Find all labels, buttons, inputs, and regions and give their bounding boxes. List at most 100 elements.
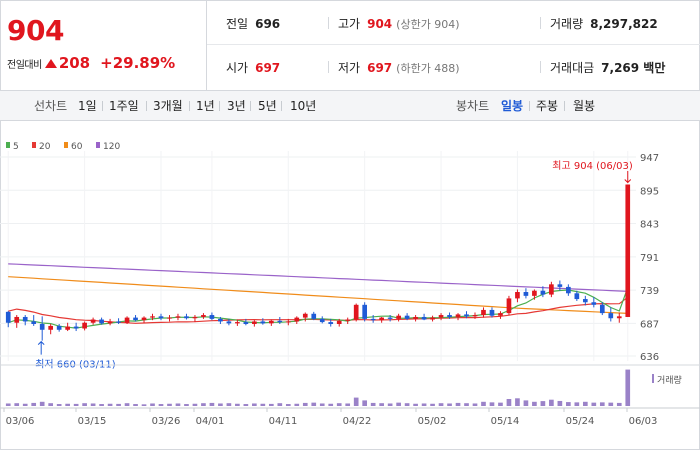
candle-body: [481, 309, 486, 316]
candle-body: [447, 315, 452, 317]
stock-chart[interactable]: 5 20 60 120 947 895 843 791 739 687 636 최고 904 (06/…: [0, 121, 700, 450]
candle-body: [438, 315, 444, 318]
chart-toolbar: 선차트 1일 1주일 3개월 1년 3년 5년 10년 봉차트 일봉 주봉 월봉: [0, 91, 700, 121]
volume-bar: [209, 402, 215, 406]
x-tick-label: 05/24: [566, 416, 595, 427]
candle-body: [413, 316, 418, 319]
candle-body: [472, 315, 478, 317]
candle-body: [252, 321, 257, 325]
volume-bar: [158, 404, 164, 406]
candle-body: [523, 292, 529, 296]
candle-body: [226, 321, 232, 324]
candle-body: [48, 325, 54, 330]
volume-bar: [235, 403, 240, 406]
legend-swatch: [6, 142, 10, 148]
divider: [102, 101, 103, 111]
candle-body: [294, 317, 300, 322]
volume-bar: [387, 403, 393, 406]
candle-body: [616, 316, 622, 319]
change-row: 전일대비 208 +29.89%: [7, 54, 175, 72]
candle-body: [243, 322, 249, 325]
volume-bar: [56, 404, 62, 406]
low-price: 저가 697 (하한가 488): [338, 59, 460, 76]
weekly-candle-button[interactable]: 주봉: [536, 99, 559, 113]
volume-bar: [22, 403, 28, 406]
candle-body: [184, 316, 189, 319]
period-1d-button[interactable]: 1일: [78, 99, 97, 113]
candlestick-chart-svg: 5 20 60 120 947 895 843 791 739 687 636 최고 904 (06/…: [0, 142, 700, 427]
ma60-line: [8, 276, 628, 314]
legend-swatch: [96, 142, 100, 148]
volume-bar: [48, 403, 54, 406]
volume-bar: [421, 403, 427, 406]
candle-body: [353, 304, 359, 320]
period-3m-button[interactable]: 3개월: [153, 99, 183, 113]
candle-body: [39, 324, 45, 330]
volume-bar: [243, 404, 249, 406]
volume-bar: [116, 403, 121, 406]
divider: [328, 17, 329, 29]
candle-body: [56, 325, 62, 330]
volume-bar: [328, 403, 334, 406]
period-10y-button[interactable]: 10년: [290, 99, 317, 113]
candle-body: [319, 318, 325, 323]
legend-swatch: [32, 142, 36, 148]
candle-body: [591, 302, 597, 305]
volume-bar: [65, 403, 70, 406]
candle-body: [277, 320, 283, 323]
period-5y-button[interactable]: 5년: [258, 99, 277, 113]
candle-body: [107, 321, 113, 324]
candle-body: [285, 321, 291, 323]
volume-bar: [472, 403, 478, 406]
y-tick-label: 739: [640, 286, 659, 297]
period-3y-button[interactable]: 3년: [227, 99, 246, 113]
x-tick-label: 04/11: [269, 416, 298, 427]
candle-body: [268, 320, 274, 324]
volume-bar: [616, 402, 622, 406]
volume-bar: [557, 400, 563, 406]
monthly-candle-button[interactable]: 월봉: [573, 99, 596, 113]
volume-bar: [277, 403, 283, 406]
candle-chart-label: 봉차트: [456, 99, 490, 113]
volume-bar: [107, 403, 113, 406]
low-label: 저가: [338, 61, 361, 75]
low-arrow-icon: [37, 340, 45, 355]
candle-body: [582, 299, 588, 303]
x-tick-label: 03/06: [6, 416, 35, 427]
volume-bar: [218, 403, 223, 406]
candle-body: [540, 290, 546, 295]
x-tick-label: 04/01: [196, 416, 225, 427]
candle-body: [302, 313, 308, 318]
daily-candle-button[interactable]: 일봉: [501, 99, 524, 113]
legend-label: 60: [71, 142, 83, 152]
x-tick-label: 06/03: [629, 416, 658, 427]
volume-bar: [39, 401, 45, 406]
divider: [540, 61, 541, 73]
x-tick-label: 03/15: [78, 416, 107, 427]
candle-body: [489, 309, 495, 316]
volume-bar: [404, 403, 410, 406]
period-1w-button[interactable]: 1주일: [109, 99, 139, 113]
open-price: 시가 697: [226, 59, 280, 76]
open-label: 시가: [226, 61, 249, 75]
candle-body: [455, 314, 461, 317]
volume-bar: [336, 403, 342, 406]
candle-body: [90, 319, 96, 323]
divider: [564, 101, 565, 111]
candle-body: [404, 315, 410, 319]
volume-bar: [260, 403, 266, 406]
y-tick-label: 687: [640, 319, 659, 330]
period-1y-button[interactable]: 1년: [196, 99, 215, 113]
line-chart-label: 선차트: [34, 99, 68, 113]
divider: [250, 101, 251, 111]
divider: [328, 61, 329, 73]
volume-bar: [175, 403, 181, 406]
candle-body: [362, 304, 368, 319]
volume-bar: [447, 403, 452, 406]
volume-bar: [591, 402, 597, 406]
candle-body: [387, 317, 393, 319]
volume-bar: [14, 403, 20, 406]
volume-label: 거래량: [550, 17, 584, 31]
volume-bar: [311, 402, 317, 406]
legend-label: 5: [13, 142, 19, 152]
